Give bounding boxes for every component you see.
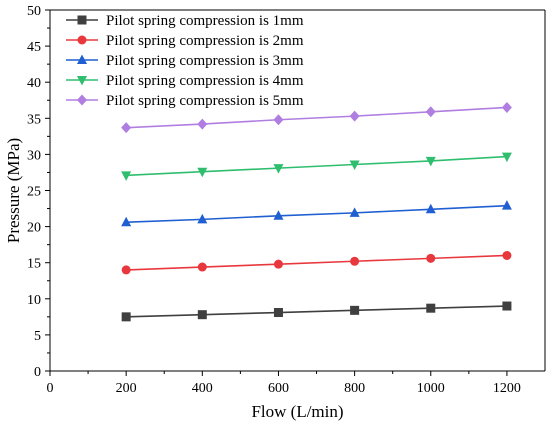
y-axis-title: Pressure (MPa) <box>4 138 23 243</box>
x-tick-label: 1200 <box>493 381 521 396</box>
data-point <box>502 301 512 311</box>
series-layer <box>121 101 512 322</box>
legend-item: Pilot spring compression is 3mm <box>66 53 304 69</box>
legend-label: Pilot spring compression is 1mm <box>106 13 304 29</box>
series-4 <box>121 152 512 181</box>
series-3 <box>121 200 512 227</box>
x-tick-label: 400 <box>192 381 213 396</box>
y-tick-label: 0 <box>34 365 41 380</box>
series-1 <box>121 301 512 322</box>
legend-item: Pilot spring compression is 1mm <box>66 13 304 29</box>
data-point <box>273 259 283 269</box>
legend-item: Pilot spring compression is 5mm <box>66 93 304 109</box>
series-line <box>126 155 507 177</box>
y-tick-label: 30 <box>27 148 41 163</box>
x-tick-label: 200 <box>116 381 137 396</box>
y-tick-label: 45 <box>27 40 41 55</box>
data-point <box>425 156 436 167</box>
legend-marker <box>77 54 87 64</box>
data-point <box>350 305 360 315</box>
data-point <box>502 250 512 260</box>
series-line <box>126 106 507 129</box>
data-point <box>197 213 208 224</box>
data-point <box>349 160 360 171</box>
y-tick-label: 20 <box>27 221 41 236</box>
data-point <box>273 164 284 174</box>
x-axis-title: Flow (L/min) <box>251 402 343 421</box>
data-point <box>121 265 131 275</box>
data-point <box>197 262 207 272</box>
legend-label: Pilot spring compression is 2mm <box>106 33 304 49</box>
data-point <box>121 122 132 134</box>
legend-marker <box>77 76 87 86</box>
data-point <box>426 303 436 313</box>
x-tick-label: 0 <box>47 381 54 396</box>
y-tick-label: 40 <box>27 76 41 91</box>
y-tick-label: 5 <box>34 329 41 344</box>
y-tick-label: 50 <box>27 4 41 19</box>
series-line <box>126 204 507 224</box>
data-point <box>425 106 436 118</box>
x-tick-label: 800 <box>344 381 365 396</box>
data-point <box>273 210 284 220</box>
data-point <box>350 256 360 266</box>
legend: Pilot spring compression is 1mm Pilot spr… <box>66 13 304 109</box>
legend-label: Pilot spring compression is 4mm <box>106 73 304 89</box>
data-point <box>501 152 512 163</box>
y-tick-label: 10 <box>27 293 41 308</box>
legend-item: Pilot spring compression is 2mm <box>66 33 304 49</box>
data-point <box>197 310 207 320</box>
data-point <box>349 207 360 217</box>
data-point <box>273 114 284 126</box>
series-2 <box>121 250 512 275</box>
axes: 0 5 10 15 20 25 30 35 40 45 50 0 200 400 600 800 1000 120… <box>27 4 546 396</box>
y-tick-label: 35 <box>27 112 41 127</box>
data-point <box>197 118 208 130</box>
data-point <box>121 216 132 227</box>
series-line <box>126 254 507 271</box>
x-tick-label: 600 <box>268 381 289 396</box>
y-tick-label: 25 <box>27 185 41 200</box>
x-tick-label: 1000 <box>417 381 445 396</box>
data-point <box>349 110 360 122</box>
data-point <box>121 171 132 181</box>
data-point <box>425 203 436 214</box>
series-line <box>126 305 507 318</box>
legend-label: Pilot spring compression is 3mm <box>106 53 304 69</box>
data-point <box>426 253 436 263</box>
data-point <box>121 312 131 322</box>
data-point <box>501 200 512 210</box>
legend-marker <box>77 15 87 25</box>
legend-marker <box>77 94 87 106</box>
data-point <box>273 308 283 318</box>
series-5 <box>121 101 512 134</box>
y-tick-label: 15 <box>27 257 41 272</box>
data-point <box>501 101 512 113</box>
legend-label: Pilot spring compression is 5mm <box>106 93 304 109</box>
data-point <box>197 167 208 178</box>
legend-item: Pilot spring compression is 4mm <box>66 73 304 89</box>
legend-marker <box>77 35 87 45</box>
